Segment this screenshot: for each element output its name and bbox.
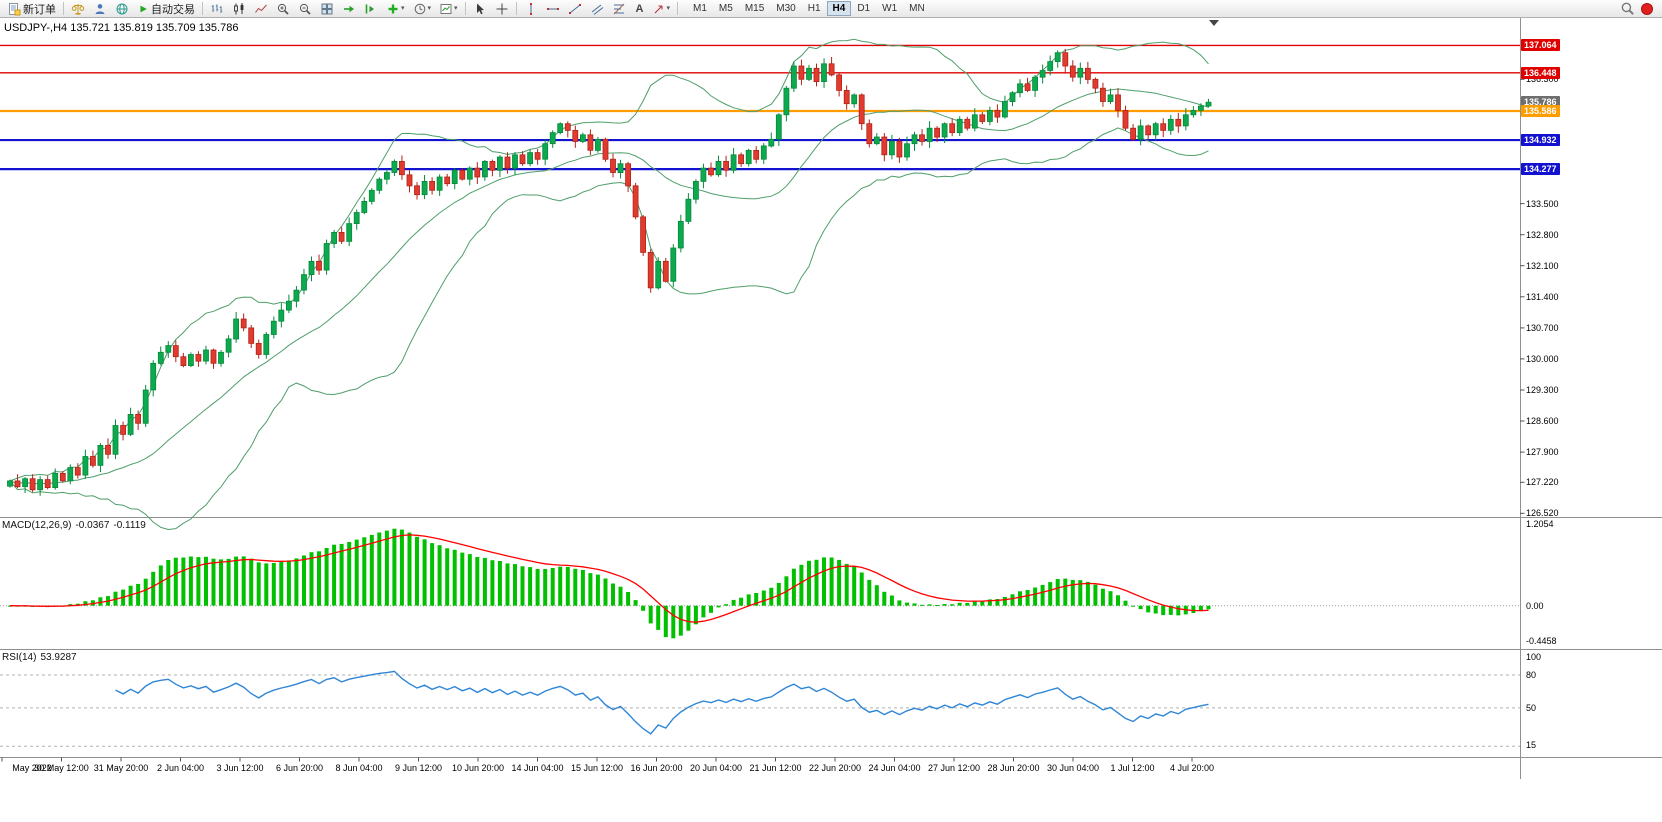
fibonacci-button[interactable] [608, 1, 630, 17]
periods-button[interactable]: ▾ [409, 1, 436, 17]
notification-badge[interactable] [1641, 2, 1653, 15]
main-toolbar: 新订单 自动交易 [0, 0, 1662, 18]
templates-button[interactable]: ▾ [435, 1, 462, 17]
timeframe-m30-button[interactable]: M30 [776, 3, 796, 14]
indicators-plus-icon [388, 4, 398, 13]
new-order-button[interactable]: 新订单 [3, 1, 60, 17]
trendline-button[interactable] [564, 1, 586, 17]
line-chart-button[interactable] [250, 1, 272, 17]
chevron-down-icon: ▾ [666, 5, 671, 12]
cursor-icon [476, 3, 484, 14]
bar-chart-icon [211, 4, 223, 13]
timeframe-toolbar: M1 M5 M15 M30 H1 H4 D1 W1 MN [687, 1, 931, 16]
auto-scroll-icon [344, 5, 354, 12]
macd-name: MACD(12,26,9) [2, 520, 72, 531]
zoom-in-icon [277, 3, 289, 15]
rsi-value: 53.9287 [40, 652, 77, 663]
chart-ohlc-title: USDJPY-,H4 135.721 135.819 135.709 135.7… [4, 22, 239, 34]
rsi-name: RSI(14) [2, 652, 37, 663]
channel-icon [591, 4, 603, 15]
macd-main-value: -0.0367 [75, 520, 110, 531]
timeframe-d1-button[interactable]: D1 [857, 3, 871, 14]
line-chart-icon [255, 4, 267, 13]
timeframe-h1-button[interactable]: H1 [807, 3, 821, 14]
vertical-line-button[interactable] [520, 1, 542, 17]
globe-icon-button[interactable] [111, 1, 133, 17]
play-icon [140, 5, 147, 12]
arrow-tool-icon [654, 5, 662, 13]
candlestick-chart-button[interactable] [228, 1, 250, 17]
chevron-down-icon: ▾ [427, 5, 432, 12]
auto-trading-button[interactable]: 自动交易 [133, 1, 199, 17]
crosshair-button[interactable] [491, 1, 513, 17]
timeframe-w1-button[interactable]: W1 [882, 3, 898, 14]
indicators-button[interactable]: ▾ [382, 1, 409, 17]
scales-icon-button[interactable] [67, 1, 89, 17]
fibonacci-icon [613, 3, 624, 14]
template-icon [440, 3, 452, 14]
toolbar-separator [464, 2, 466, 15]
timeframe-m15-button[interactable]: M15 [744, 3, 765, 14]
toolbar-separator [63, 2, 64, 15]
vertical-line-icon [529, 2, 532, 15]
bar-chart-button[interactable] [206, 1, 228, 17]
toolbar-separator [202, 2, 203, 15]
cursor-button[interactable] [469, 1, 491, 17]
chevron-down-icon: ▾ [454, 5, 458, 12]
toolbar-right-group [1620, 1, 1659, 16]
zoom-out-icon [299, 3, 311, 15]
profile-icon-button[interactable] [89, 1, 111, 17]
chart-shift-button[interactable] [360, 1, 382, 17]
scales-icon [71, 3, 85, 15]
zoom-out-button[interactable] [294, 1, 316, 17]
macd-title: MACD(12,26,9) -0.0367 -0.1119 [2, 520, 150, 531]
crosshair-icon [496, 3, 508, 14]
tile-windows-button[interactable] [316, 1, 338, 17]
zoom-in-button[interactable] [272, 1, 294, 17]
horizontal-line-icon [546, 7, 559, 10]
timeframe-m1-button[interactable]: M1 [693, 3, 707, 14]
rsi-title: RSI(14) 53.9287 [2, 652, 81, 663]
toolbar-separator [515, 2, 517, 15]
candlestick-chart-icon [234, 2, 244, 14]
new-order-icon [9, 2, 21, 15]
chevron-down-icon: ▾ [401, 5, 405, 12]
text-button[interactable]: A [630, 1, 648, 17]
profile-icon [95, 3, 105, 14]
channel-button[interactable] [586, 1, 608, 17]
timeframe-mn-button[interactable]: MN [909, 3, 925, 14]
search-icon[interactable] [1620, 1, 1635, 16]
clock-icon [414, 3, 425, 14]
auto-trading-label: 自动交易 [151, 3, 195, 16]
toolbar-separator [677, 2, 679, 15]
tile-windows-icon [321, 3, 333, 14]
text-tool-icon: A [635, 2, 644, 15]
globe-icon [116, 3, 128, 14]
timeframe-m5-button[interactable]: M5 [718, 3, 733, 14]
chart-shift-icon [365, 4, 374, 13]
horizontal-line-button[interactable] [542, 1, 564, 17]
new-order-label: 新订单 [23, 3, 56, 16]
macd-signal-value: -0.1119 [113, 520, 146, 531]
trendline-icon [568, 3, 581, 14]
timeframe-h4-button[interactable]: H4 [826, 1, 852, 16]
auto-scroll-button[interactable] [338, 1, 360, 17]
arrows-button[interactable]: ▾ [648, 1, 675, 17]
